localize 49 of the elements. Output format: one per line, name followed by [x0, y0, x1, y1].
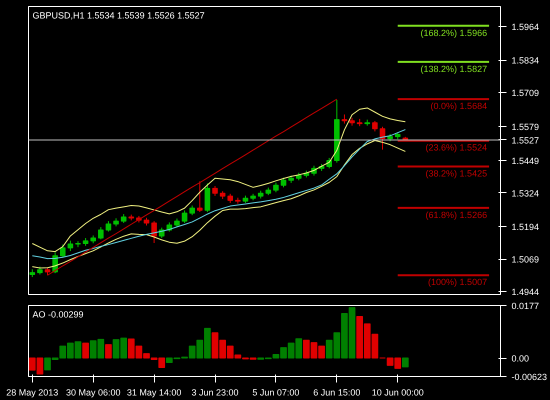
- x-tick-label: 3 Jun 23:00: [191, 388, 239, 398]
- x-tick-label: 31 May 14:00: [126, 388, 182, 398]
- candlestick: [106, 220, 112, 232]
- series-label: (138.2%) 1.5827: [420, 64, 488, 74]
- x-tick-label: 28 May 2013: [6, 388, 58, 398]
- y-tick-label: 1.5069: [512, 254, 540, 265]
- candlestick: [273, 182, 279, 193]
- line-series: [47, 98, 338, 276]
- candlestick: [227, 193, 234, 204]
- candlestick: [204, 182, 210, 213]
- candlestick: [372, 120, 378, 132]
- candlestick: [68, 240, 74, 252]
- chart-title: AO -0.00299: [32, 310, 84, 320]
- series-label: (0.0%) 1.5684: [430, 101, 488, 112]
- candlestick: [182, 210, 188, 224]
- bar: [105, 344, 112, 359]
- series-label: (23.6%) 1.5524: [426, 142, 488, 153]
- candlestick: [342, 114, 348, 124]
- y-tick-label: 1.5324: [512, 188, 540, 198]
- x-tick-label: 5 Jun 07:00: [252, 388, 300, 398]
- y-tick-label: 1.5709: [512, 88, 540, 98]
- series-label: (38.2%) 1.5425: [426, 168, 488, 178]
- y-tick-label: 0.00: [512, 354, 530, 364]
- series-label: (100%) 1.5007: [428, 277, 488, 288]
- y-tick-label: 1.5834: [512, 56, 540, 66]
- bar: [402, 358, 409, 368]
- candlestick: [60, 244, 66, 258]
- x-tick-label: 30 May 06:00: [66, 388, 120, 398]
- y-tick-label: 1.5449: [512, 156, 540, 166]
- y-tick-label: 0.0177: [512, 301, 540, 311]
- series-label: (61.8%) 1.5266: [426, 210, 488, 220]
- y-tick-label: 1.5194: [512, 222, 540, 232]
- chart-title: GBPUSD,H1 1.5534 1.5539 1.5526 1.5527: [32, 10, 205, 20]
- candlestick: [280, 177, 286, 188]
- y-tick-label: 1.5964: [512, 22, 540, 32]
- x-tick-label: 10 Jun 00:00: [372, 388, 424, 398]
- y-tick-label: -0.00623: [512, 372, 548, 382]
- candlestick: [212, 186, 218, 196]
- candlestick: [151, 220, 157, 244]
- x-tick-label: 6 Jun 15:00: [313, 388, 360, 398]
- ref-line-label: 1.5527: [512, 135, 540, 146]
- y-tick-label: 1.4944: [512, 287, 540, 298]
- y-tick-label: 1.5579: [512, 122, 540, 132]
- candlestick: [189, 205, 195, 216]
- bar: [82, 342, 89, 359]
- series-label: (168.2%) 1.5966: [420, 28, 488, 38]
- candlestick: [98, 226, 104, 240]
- candlestick: [197, 180, 203, 213]
- candlestick: [380, 126, 386, 150]
